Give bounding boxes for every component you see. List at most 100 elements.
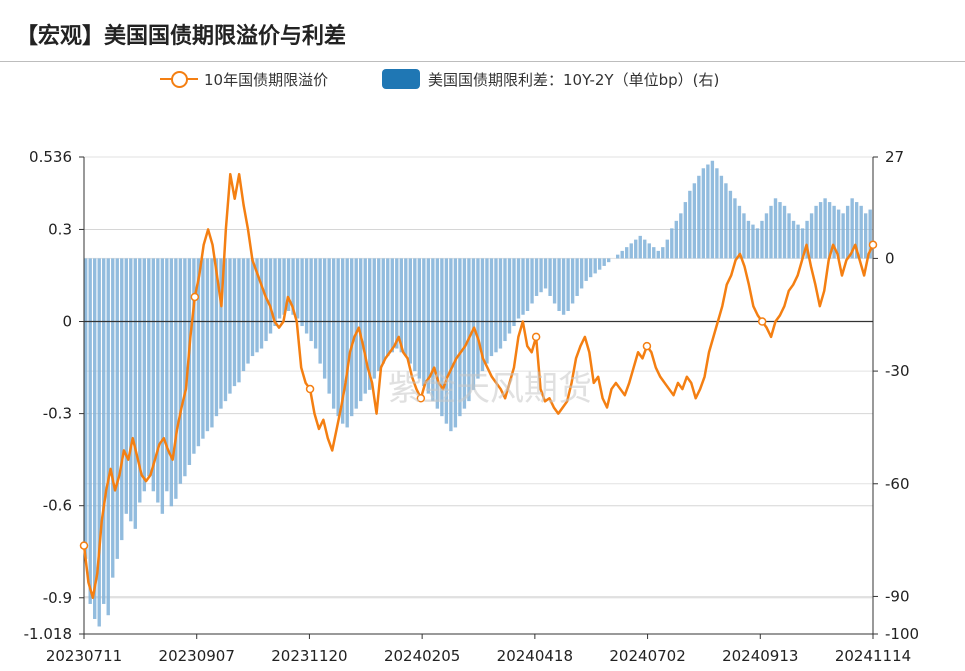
spread-bar <box>422 258 426 387</box>
x-tick-label: 20231120 <box>271 647 347 665</box>
spread-bar <box>106 258 110 616</box>
x-tick-label: 20240418 <box>497 647 573 665</box>
spread-bar <box>183 258 187 477</box>
spread-bar <box>449 258 453 432</box>
spread-bar <box>124 258 128 514</box>
legend-item-term-premium[interactable]: 10年国债期限溢价 <box>160 67 328 91</box>
spread-bar <box>751 224 755 259</box>
line-marker <box>531 332 541 342</box>
spread-bar <box>773 198 778 259</box>
spread-bar <box>386 258 390 357</box>
spread-bar <box>692 183 697 259</box>
line-marker <box>190 292 200 302</box>
spread-bar <box>575 258 579 296</box>
spread-bar <box>268 258 273 334</box>
spread-bar <box>309 258 313 342</box>
spread-bar <box>255 258 259 353</box>
left-tick-label: 0.536 <box>29 148 72 166</box>
spread-bar <box>800 228 805 259</box>
left-tick-label: 0 <box>62 313 72 331</box>
spread-bar <box>133 258 137 529</box>
spread-bar <box>552 258 557 304</box>
spread-bar <box>368 258 372 390</box>
spread-bar <box>850 198 854 259</box>
spread-bar <box>359 258 363 402</box>
spread-bar <box>295 258 300 319</box>
spread-bar <box>286 258 291 311</box>
spread-bar <box>404 258 408 357</box>
spread-bar <box>250 258 255 357</box>
spread-bar <box>521 258 525 315</box>
term-premium-line <box>82 172 875 600</box>
spread-bar <box>760 220 764 259</box>
spread-bar <box>88 258 92 604</box>
spread-bar <box>787 213 791 259</box>
spread-bar <box>138 258 142 503</box>
spread-bar <box>733 198 737 259</box>
spread-bar <box>408 258 412 364</box>
spread-bar <box>142 258 146 492</box>
legend-dot <box>171 71 188 88</box>
spread-bar <box>854 202 859 259</box>
spread-bar <box>214 258 219 417</box>
spread-bar <box>458 258 462 417</box>
spread-bar <box>832 205 836 259</box>
spread-bar <box>512 258 516 327</box>
spread-bar <box>710 160 715 259</box>
spread-bar <box>665 239 669 259</box>
x-tick-label: 20230907 <box>159 647 235 665</box>
spread-bar <box>674 220 678 259</box>
spread-bar <box>606 258 611 263</box>
spread-bar <box>652 247 656 259</box>
spread-bar <box>530 258 534 304</box>
spread-bar <box>489 258 494 357</box>
spread-bar <box>340 258 345 424</box>
line-marker <box>757 317 767 326</box>
spread-bar <box>93 258 97 619</box>
spread-bar <box>273 258 277 327</box>
spread-bar <box>453 258 458 428</box>
left-tick-label: -0.6 <box>43 497 72 515</box>
spread-bar <box>827 202 832 259</box>
x-tick-label: 20240205 <box>384 647 460 665</box>
spread-bar <box>503 258 507 342</box>
line-marker <box>642 341 652 351</box>
spread-bar <box>129 258 133 522</box>
spread-bar <box>426 258 431 394</box>
spread-bar <box>232 258 237 387</box>
spread-bar <box>102 258 106 604</box>
spread-bar <box>643 239 647 259</box>
spread-bar <box>97 258 101 627</box>
left-tick-label: -0.9 <box>43 589 72 607</box>
spread-bar <box>377 258 381 372</box>
spread-bar <box>111 258 115 578</box>
spread-bar <box>84 258 88 559</box>
spread-bar <box>742 213 746 259</box>
spread-bar <box>395 258 399 349</box>
spread-bar <box>845 205 850 259</box>
spread-bar <box>336 258 340 417</box>
page-title: 【宏观】美国国债期限溢价与利差 <box>16 24 347 49</box>
spread-bar <box>597 258 602 270</box>
spread-bar <box>196 258 201 447</box>
legend-bar-icon <box>382 69 420 89</box>
spread-bar <box>688 190 692 259</box>
spread-bar <box>543 258 548 289</box>
spread-bar <box>165 258 169 492</box>
title-divider <box>0 61 965 62</box>
spread-bar <box>178 258 183 484</box>
legend-item-term-spread[interactable]: 美国国债期限利差：10Y-2Y（单位bp）(右) <box>382 67 719 91</box>
line-marker <box>305 384 315 394</box>
spread-bar <box>778 202 782 259</box>
line-marker <box>868 240 878 250</box>
spread-bar <box>413 258 417 372</box>
spread-bar <box>616 254 620 259</box>
spread-bar <box>291 258 295 315</box>
spread-bar <box>620 250 624 259</box>
spread-bar <box>345 258 349 428</box>
right-tick-label: -100 <box>885 625 919 643</box>
spread-bar <box>120 258 124 541</box>
spread-bar <box>219 258 223 409</box>
right-tick-label: -30 <box>885 362 910 380</box>
